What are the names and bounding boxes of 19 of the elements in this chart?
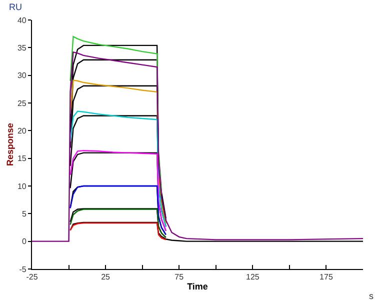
y-axis-title: Response (4, 122, 15, 166)
text: s (369, 291, 374, 301)
y-tick-label: 30 (17, 71, 27, 80)
y-tick-label: 25 (17, 98, 27, 108)
x-tick-label: 75 (174, 272, 184, 282)
y-tick-label: 40 (17, 16, 27, 25)
y-tick-label: 20 (17, 126, 27, 136)
x-tick-label: 25 (101, 272, 111, 282)
y-tick-label: 5 (22, 209, 27, 218)
y-tick-label: -5 (19, 264, 27, 274)
x-axis-title: Time (187, 281, 208, 292)
x-tick-label: 175 (320, 272, 334, 282)
y-tick-label: 15 (17, 154, 27, 164)
text: RU (9, 2, 22, 12)
y-tick-label: 10 (17, 182, 27, 191)
y-tick-label: 0 (22, 237, 27, 246)
y-tick-label: 35 (17, 43, 27, 52)
x-tick-label: -25 (26, 272, 38, 282)
x-tick-label: 125 (246, 272, 260, 282)
